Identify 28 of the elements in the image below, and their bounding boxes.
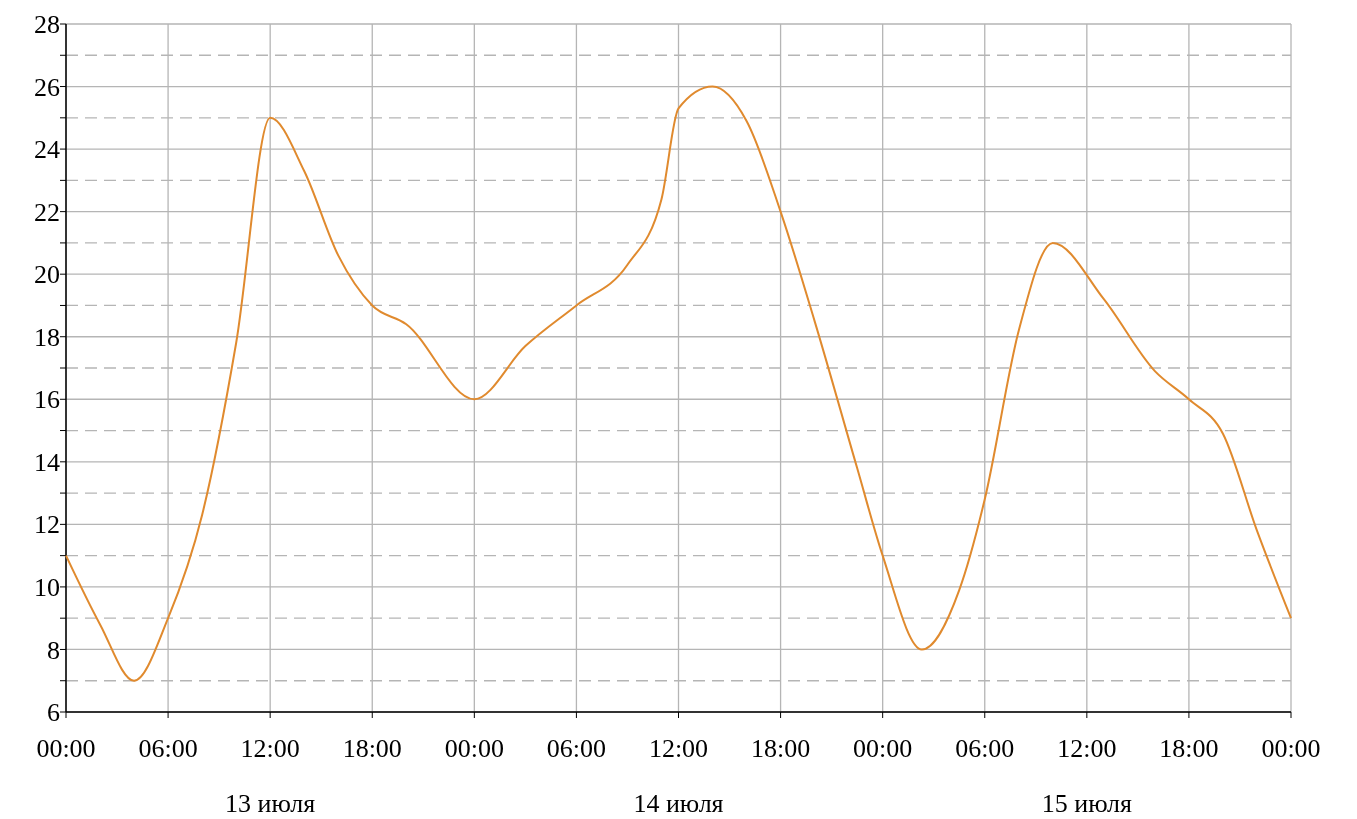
x-tick-label: 06:00 — [546, 734, 607, 763]
y-tick-label: 10 — [34, 573, 60, 603]
x-tick-label: 12:00 — [648, 734, 709, 763]
x-tick-label: 06:00 — [955, 734, 1015, 763]
y-tick-label: 14 — [34, 447, 60, 477]
y-tick-label: 26 — [34, 72, 60, 102]
y-tick-label: 22 — [34, 197, 60, 227]
text: 13 июля — [225, 789, 316, 818]
y-tick-label: 12 — [34, 510, 60, 540]
y-tick-label: 24 — [34, 135, 60, 165]
y-tick-label: 20 — [34, 260, 60, 290]
text: 14 июля — [633, 789, 724, 818]
y-tick-label: 18 — [34, 322, 60, 352]
y-tick-label: 6 — [47, 698, 60, 728]
x-tick-label: 18:00 — [1159, 734, 1219, 763]
x-tick-label: 06:00 — [138, 734, 198, 763]
x-tick-label: 12:00 — [240, 734, 300, 763]
y-tick-label: 16 — [34, 385, 60, 415]
text: 15 июля — [1041, 789, 1132, 818]
x-tick-label: 00:00 — [1261, 734, 1321, 763]
y-tick-label: 8 — [47, 635, 60, 665]
x-tick-label: 00:00 — [444, 734, 504, 763]
x-tick-label: 00:00 — [853, 734, 913, 763]
x-tick-label: 18:00 — [342, 734, 402, 763]
y-tick-label: 28 — [34, 10, 60, 40]
x-tick-label: 18:00 — [750, 734, 811, 763]
x-tick-label: 00:00 — [36, 734, 96, 763]
x-tick-label: 12:00 — [1057, 734, 1117, 763]
